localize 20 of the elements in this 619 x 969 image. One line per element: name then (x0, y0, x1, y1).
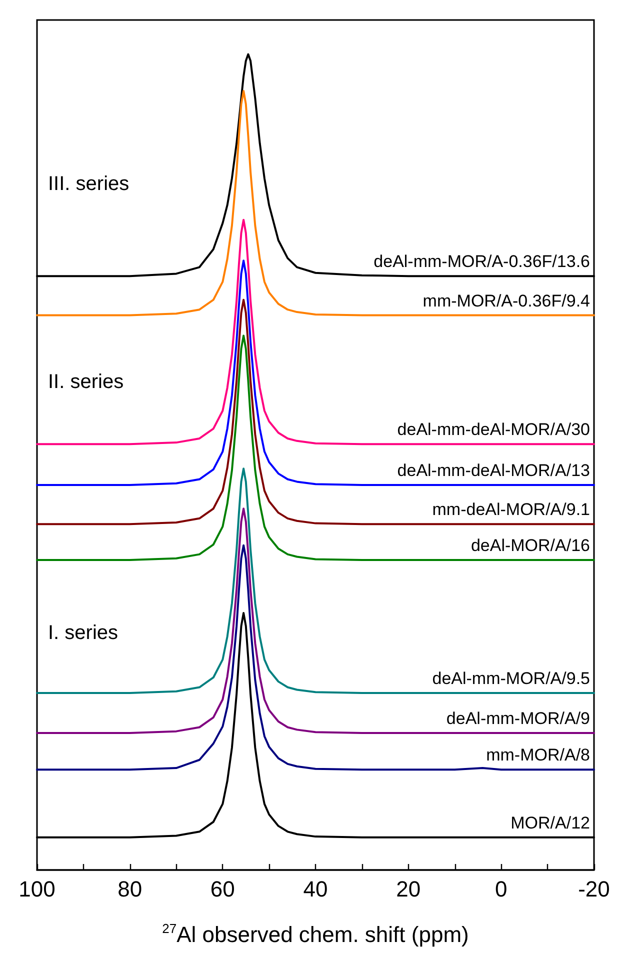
x-tick-label: 0 (495, 876, 508, 902)
series-label: MOR/A/12 (510, 813, 590, 832)
series-label: deAl-mm-deAl-MOR/A/30 (397, 420, 590, 440)
x-tick-label: 60 (210, 876, 235, 902)
series-label: mm-deAl-MOR/A/9.1 (432, 500, 590, 520)
x-tick-label: 20 (396, 876, 421, 902)
annotation: I. series (48, 622, 118, 644)
series-label: mm-MOR/A-0.36F/9.4 (422, 291, 590, 310)
x-tick-label: 80 (118, 876, 142, 902)
series-label: mm-MOR/A/8 (486, 746, 590, 765)
series-label: deAl-mm-deAl-MOR/A/13 (397, 460, 590, 480)
annotation: III. series (48, 173, 130, 195)
x-tick-label: -20 (578, 876, 610, 902)
series-label: deAl-mm-MOR/A/9 (446, 708, 590, 728)
series-label: deAl-MOR/A/16 (470, 536, 590, 556)
x-tick-label: 40 (303, 876, 328, 902)
x-tick-label: 100 (18, 876, 56, 902)
annotation: II. series (48, 371, 124, 393)
series-label: deAl-mm-MOR/A/9.5 (432, 668, 590, 688)
series-label: deAl-mm-MOR/A-0.36F/13.6 (374, 252, 590, 272)
